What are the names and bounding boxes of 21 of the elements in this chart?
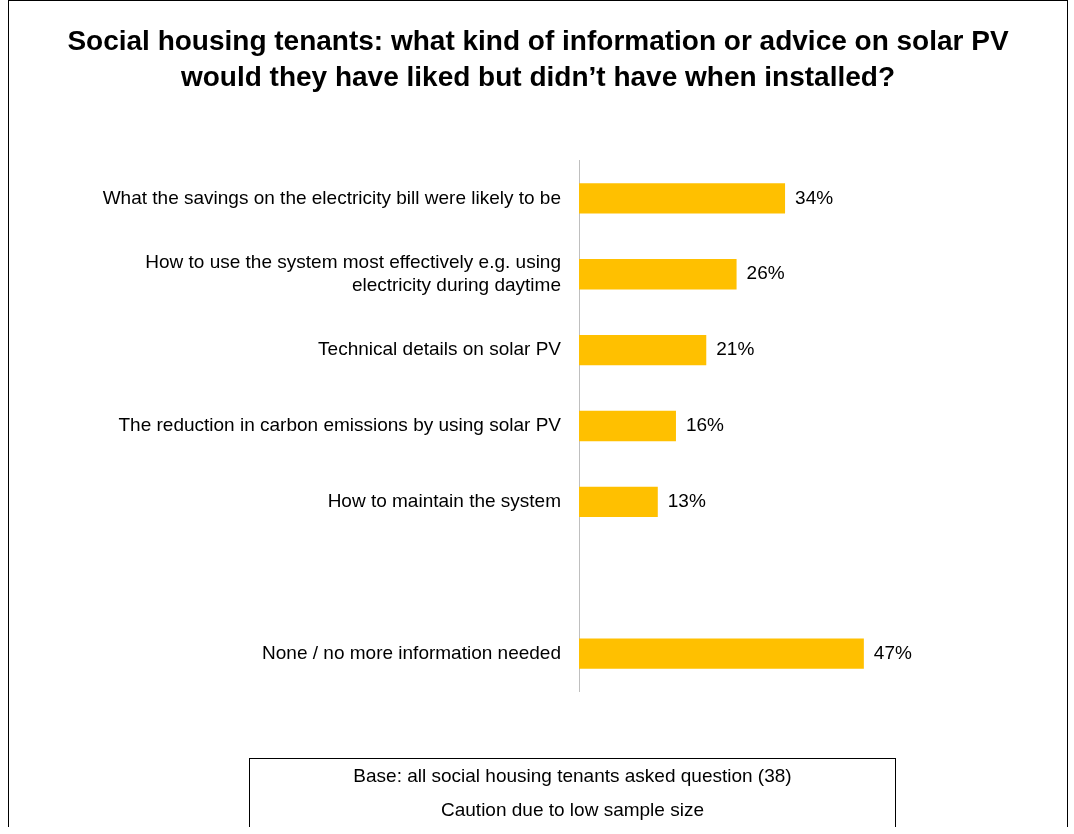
data-label: 47%	[873, 641, 912, 663]
bar	[579, 486, 658, 518]
y-tick-label: How to maintain the system	[327, 490, 561, 512]
data-label: 16%	[685, 414, 725, 436]
text: Base: all social housing tenants asked question (38)	[352, 765, 793, 787]
data-label: 34%	[795, 186, 834, 208]
bar	[579, 334, 707, 366]
bar	[579, 410, 676, 442]
y-tick-label: Technical details on solar PV	[318, 338, 562, 360]
y-tick-label: None / no more information needed	[262, 641, 561, 663]
text: Caution due to low sample size	[440, 799, 705, 821]
y-tick-label: The reduction in carbon emissions by using solar PV	[118, 414, 562, 436]
bar	[579, 638, 864, 669]
y-tick-label: What the savings on the electricity bill were likely to be	[102, 186, 561, 208]
data-label: 13%	[667, 490, 706, 512]
chart-title: Social housing tenants: what kind of information or advice on solar PV would they have liked but didn’t have when installed?	[66, 24, 1010, 94]
bar	[579, 259, 737, 290]
bar	[579, 183, 786, 214]
data-label: 21%	[716, 338, 755, 360]
data-label: 26%	[746, 262, 785, 284]
y-tick-label: How to use the system most effectively e.g. using electricity during daytime	[145, 251, 561, 295]
